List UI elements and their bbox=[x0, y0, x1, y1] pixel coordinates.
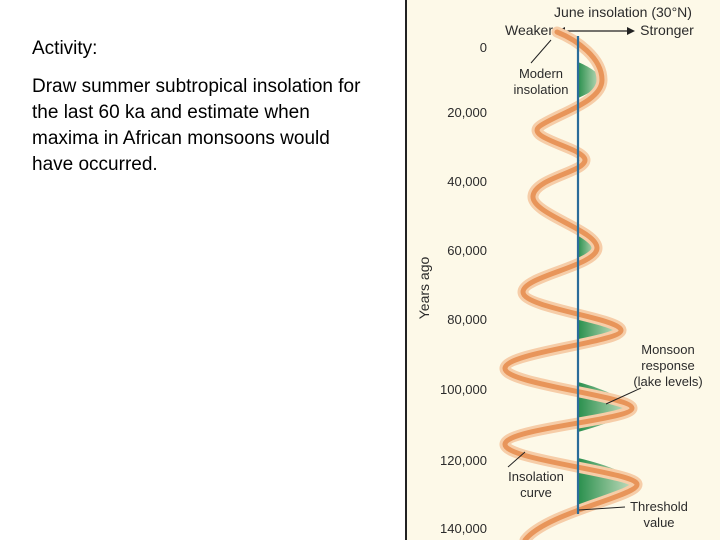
insolation-curve-label: curve bbox=[520, 485, 552, 500]
stronger-label: Stronger bbox=[640, 22, 694, 38]
insolation-diagram: June insolation (30°N) Weaker Stronger 0… bbox=[416, 4, 703, 540]
figure-title: June insolation (30°N) bbox=[554, 4, 692, 20]
insolation-figure: June insolation (30°N) Weaker Stronger 0… bbox=[405, 0, 720, 540]
monsoon-response-label: Monsoon bbox=[641, 342, 694, 357]
threshold-value-label: value bbox=[643, 515, 674, 530]
y-tick-label: 60,000 bbox=[447, 243, 487, 258]
y-tick-label: 140,000 bbox=[440, 521, 487, 536]
insolation-curve-annotation: Insolation curve bbox=[507, 451, 564, 500]
y-axis-label: Years ago bbox=[416, 257, 432, 320]
insolation-curve bbox=[502, 29, 640, 540]
monsoon-area bbox=[578, 62, 602, 98]
modern-insolation-pointer bbox=[530, 39, 552, 64]
weaker-label: Weaker bbox=[505, 22, 553, 38]
activity-text-block: Activity: Draw summer subtropical insola… bbox=[32, 36, 362, 178]
monsoon-response-label: response bbox=[641, 358, 694, 373]
activity-title: Activity: bbox=[32, 38, 98, 59]
monsoon-response-label: (lake levels) bbox=[633, 374, 702, 389]
insolation-curve-label: Insolation bbox=[508, 469, 564, 484]
threshold-value-label: Threshold bbox=[630, 499, 688, 514]
y-tick-label: 40,000 bbox=[447, 174, 487, 189]
threshold-value-pointer bbox=[578, 506, 626, 511]
y-tick-label: 0 bbox=[480, 40, 487, 55]
y-tick-label: 120,000 bbox=[440, 453, 487, 468]
monsoon-response-pointer bbox=[605, 387, 642, 405]
y-tick-label: 80,000 bbox=[447, 312, 487, 327]
y-axis: 0 20,000 40,000 60,000 80,000 100,000 12… bbox=[416, 40, 487, 536]
activity-body: Draw summer subtropical insolation for t… bbox=[32, 76, 361, 175]
modern-insolation-annotation: Modern insolation bbox=[514, 39, 569, 97]
monsoon-response-annotation: Monsoon response (lake levels) bbox=[605, 342, 703, 405]
insolation-curve-pointer bbox=[507, 451, 526, 468]
y-tick-label: 20,000 bbox=[447, 105, 487, 120]
y-tick-label: 100,000 bbox=[440, 382, 487, 397]
threshold-value-annotation: Threshold value bbox=[578, 499, 688, 530]
modern-insolation-label: Modern bbox=[519, 66, 563, 81]
modern-insolation-label: insolation bbox=[514, 82, 569, 97]
monsoon-response-areas bbox=[578, 62, 637, 510]
